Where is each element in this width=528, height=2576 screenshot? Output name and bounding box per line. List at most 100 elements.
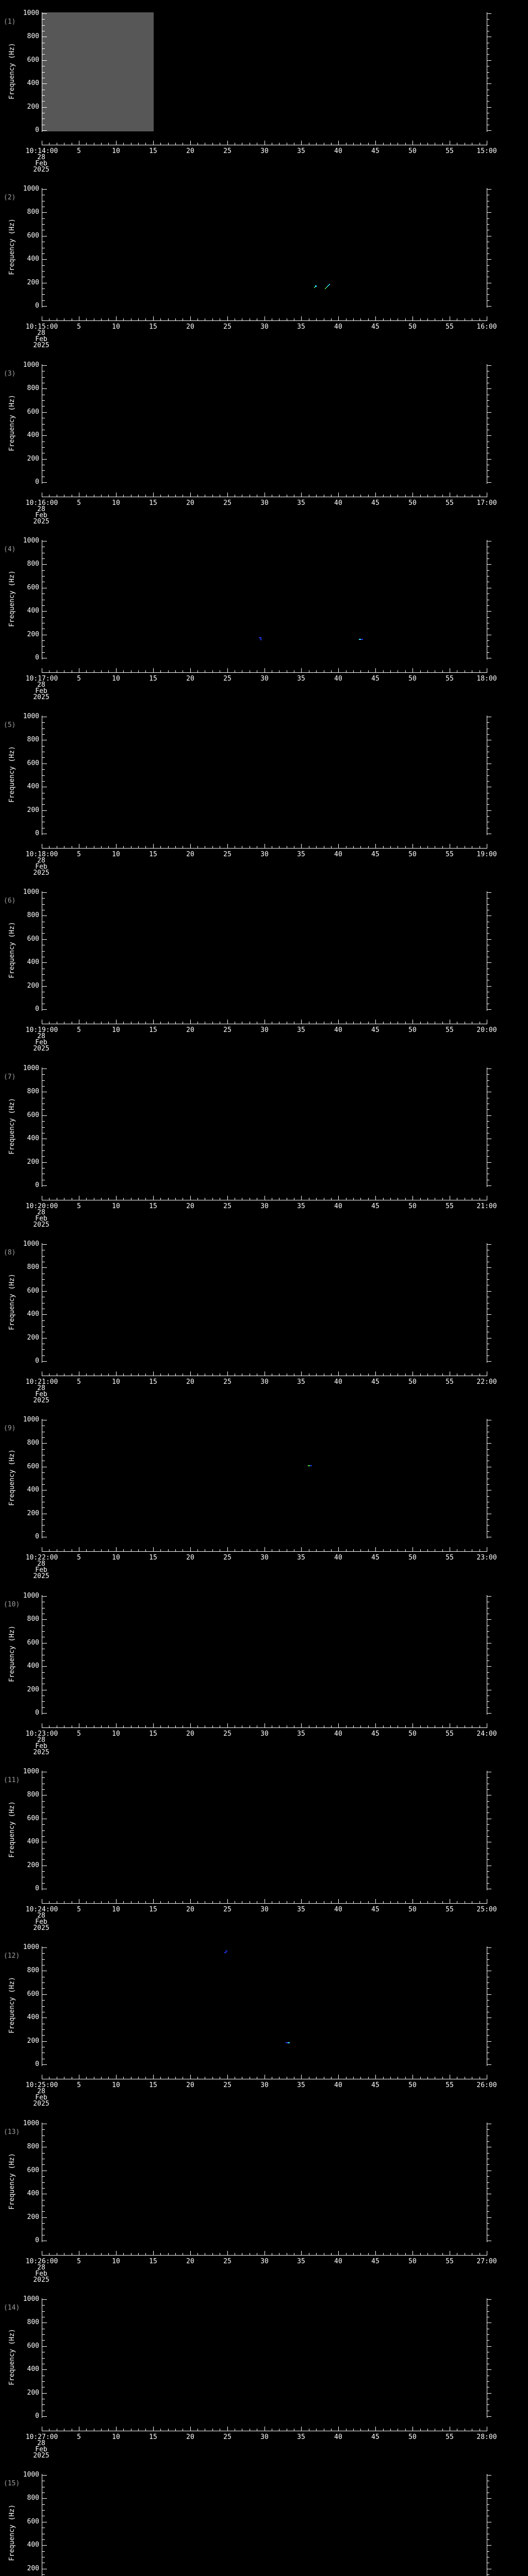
y-tick-mark <box>42 722 45 723</box>
y-tick-mark <box>42 951 45 952</box>
spectrogram-panel-5: 1000 800 600 400 200 0 5 10 15 20 25 30 35 40 45 50 55 10… <box>0 703 528 879</box>
y-tick-mark <box>487 459 491 460</box>
y-tick-mark <box>42 1449 45 1450</box>
x-tick-mark <box>301 1723 302 1727</box>
x-tick-mark <box>316 670 317 672</box>
y-axis-title: Frequency (Hz) <box>8 922 16 978</box>
x-tick-mark <box>390 2077 391 2079</box>
spectrogram-feature <box>325 288 326 289</box>
y-tick-label: 1000 <box>23 1768 39 1775</box>
x-tick-label: 20 <box>186 1554 194 1562</box>
y-tick-mark <box>487 265 489 266</box>
x-tick-mark <box>160 846 161 848</box>
x-tick-mark <box>353 1725 354 1727</box>
x-tick-mark <box>145 143 146 145</box>
y-tick-mark <box>487 933 489 934</box>
plot-area <box>42 12 487 131</box>
y-tick-mark <box>487 2475 491 2476</box>
x-tick-label: 50 <box>408 147 417 155</box>
y-tick-mark <box>42 60 47 61</box>
x-tick-label: 15 <box>149 2433 157 2441</box>
x-tick-mark <box>390 318 391 320</box>
y-tick-mark <box>42 25 45 26</box>
x-tick-label: 10 <box>112 675 120 683</box>
x-tick-mark <box>375 1899 376 1903</box>
x-tick-label: 5 <box>77 675 81 683</box>
y-tick-label: 200 <box>27 103 39 111</box>
x-tick-mark <box>427 2077 428 2079</box>
x-tick-mark <box>116 1371 117 1376</box>
x-tick-mark <box>316 2253 317 2255</box>
y-tick-label: 0 <box>35 1533 39 1540</box>
x-tick-label: 55 <box>446 499 454 507</box>
x-tick-mark <box>316 495 317 497</box>
x-tick-mark <box>353 1022 354 1024</box>
x-tick-mark <box>190 844 191 848</box>
y-tick-mark <box>487 1349 489 1350</box>
x-tick-mark <box>145 1901 146 1903</box>
spectrogram-feature <box>326 287 327 288</box>
y-tick-mark <box>42 1355 45 1356</box>
y-tick-label: 400 <box>27 958 39 966</box>
y-tick-mark <box>42 2504 45 2505</box>
y-tick-mark <box>42 939 47 940</box>
x-tick-mark <box>101 1022 102 1024</box>
x-tick-label: 20 <box>186 851 194 858</box>
x-tick-mark <box>360 1374 361 1376</box>
x-tick-mark <box>353 846 354 848</box>
x-tick-mark <box>353 2077 354 2079</box>
x-tick-mark <box>108 495 109 497</box>
y-tick-label: 0 <box>35 2412 39 2420</box>
x-tick-mark <box>383 846 384 848</box>
y-tick-mark <box>42 2358 45 2359</box>
y-tick-mark <box>42 1666 47 1667</box>
x-tick-label: 25 <box>223 1202 232 1210</box>
x-tick-mark <box>420 2429 421 2431</box>
x-tick-label: 25 <box>223 1730 232 1738</box>
y-tick-mark <box>487 2141 489 2142</box>
x-tick-mark <box>420 1022 421 1024</box>
x-tick-label: 15 <box>149 1906 157 1913</box>
y-tick-mark <box>42 1156 45 1157</box>
x-tick-mark <box>212 1725 213 1727</box>
x-tick-mark <box>383 2253 384 2255</box>
x-tick-mark <box>368 2077 369 2079</box>
y-tick-mark <box>487 2035 489 2036</box>
y-tick-mark <box>487 1074 489 1075</box>
x-tick-mark <box>383 318 384 320</box>
y-tick-mark <box>42 1484 45 1485</box>
x-tick-mark <box>427 1901 428 1903</box>
y-tick-mark <box>487 1631 489 1632</box>
x-tick-label: 20 <box>186 1378 194 1386</box>
x-tick-mark <box>168 1549 169 1551</box>
y-tick-mark <box>487 365 491 366</box>
x-tick-mark <box>412 2427 413 2431</box>
x-tick-label: 55 <box>446 1378 454 1386</box>
x-tick-label: 45 <box>371 675 380 683</box>
x-tick-mark <box>212 1198 213 1200</box>
spectrogram-panel-7: 1000 800 600 400 200 0 5 10 15 20 25 30 35 40 45 50 55 10… <box>0 1055 528 1231</box>
x-tick-label: 25 <box>223 323 232 331</box>
x-tick-mark <box>390 1725 391 1727</box>
y-tick-mark <box>42 2510 45 2511</box>
x-tick-mark <box>101 670 102 672</box>
x-tick-mark <box>227 668 228 672</box>
x-tick-mark <box>227 1547 228 1551</box>
y-tick-mark <box>487 1355 489 1356</box>
x-tick-mark <box>175 1725 176 1727</box>
x-tick-mark <box>108 1901 109 1903</box>
y-tick-mark <box>42 107 47 108</box>
x-tick-mark <box>338 2251 339 2255</box>
y-tick-mark <box>487 1443 491 1444</box>
date-label: Feb <box>35 1391 47 1398</box>
x-tick-mark <box>160 1549 161 1551</box>
x-tick-mark <box>412 844 413 848</box>
y-tick-mark <box>42 2404 45 2405</box>
y-tick-mark <box>42 617 45 618</box>
y-tick-mark <box>42 306 47 307</box>
spectrogram-feature <box>308 1465 310 1466</box>
y-tick-mark <box>487 306 491 307</box>
x-tick-mark <box>212 1901 213 1903</box>
x-tick-mark <box>360 1901 361 1903</box>
x-tick-mark <box>338 1020 339 1024</box>
